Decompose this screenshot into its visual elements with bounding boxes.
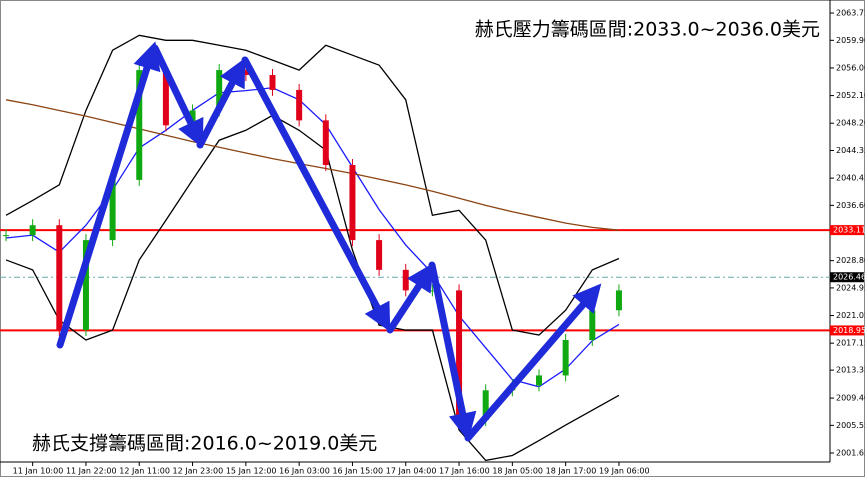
x-tick-label: 19 Jan 06:00 — [599, 467, 650, 476]
y-tick-label: 2040.45 — [836, 174, 865, 183]
y-tick-label: 2024.95 — [836, 283, 865, 292]
y-tick-label: 2005.55 — [836, 421, 865, 430]
candle — [269, 75, 276, 90]
y-tick-label: 2013.35 — [836, 366, 865, 375]
plot-area — [0, 34, 830, 462]
candle — [82, 240, 89, 331]
candle — [296, 89, 303, 121]
y-tick-label: 2036.60 — [836, 201, 865, 210]
arrow — [56, 41, 161, 349]
y-tick-label: 2044.35 — [836, 146, 865, 155]
arrow — [151, 44, 204, 149]
level-label-box — [830, 272, 864, 283]
arrow — [241, 56, 391, 332]
candle — [322, 120, 329, 166]
candle — [615, 290, 622, 311]
candle — [562, 339, 569, 376]
indicator-line — [5, 34, 620, 336]
y-tick-label: 2052.10 — [836, 91, 865, 100]
candle — [482, 390, 489, 421]
y-tick-label: 2048.20 — [836, 119, 865, 128]
x-tick-label: 15 Jan 12:00 — [226, 467, 277, 476]
x-tick-label: 11 Jan 22:00 — [66, 467, 117, 476]
x-tick-label: 18 Jan 05:00 — [492, 467, 543, 476]
x-tick-label: 11 Jan 10:00 — [13, 467, 64, 476]
x-tick-label: 16 Jan 15:00 — [332, 467, 383, 476]
candle — [216, 70, 223, 111]
candle — [136, 70, 143, 180]
y-tick-label: 2059.90 — [836, 36, 865, 45]
candle — [402, 269, 409, 291]
x-tick-label: 17 Jan 16:00 — [439, 467, 490, 476]
y-tick-label: 2063.75 — [836, 9, 865, 18]
y-tick-label: 2017.15 — [836, 339, 865, 348]
trend-arrows — [56, 41, 602, 442]
level-label-box — [830, 325, 864, 336]
level-label: 2018.95 — [833, 326, 865, 335]
level-label: 2026.46 — [833, 273, 865, 282]
x-tick-label: 16 Jan 03:00 — [279, 467, 330, 476]
candle — [29, 225, 36, 236]
indicator-line — [5, 114, 620, 462]
arrow — [428, 261, 477, 441]
x-tick-label: 17 Jan 04:00 — [386, 467, 437, 476]
y-tick-label: 2001.65 — [836, 449, 865, 458]
y-tick-label: 2009.40 — [836, 394, 865, 403]
x-tick-label: 18 Jan 17:00 — [546, 467, 597, 476]
y-tick-label: 2021.05 — [836, 311, 865, 320]
candle — [376, 240, 383, 270]
arrow — [386, 262, 435, 334]
arrow — [464, 283, 602, 442]
y-tick-label: 2028.80 — [836, 256, 865, 265]
support-annotation: 赫氏支撐籌碼區間:2016.0~2019.0美元 — [32, 433, 377, 455]
resistance-annotation: 赫氏壓力籌碼區間:2033.0~2036.0美元 — [475, 19, 820, 41]
arrow — [196, 58, 246, 149]
indicator-line — [5, 87, 620, 388]
candle — [456, 290, 463, 421]
x-tick-label: 12 Jan 11:00 — [119, 467, 170, 476]
indicator-line — [5, 99, 620, 231]
candle — [242, 70, 249, 76]
candle — [3, 235, 9, 237]
candle — [162, 70, 169, 126]
level-label-box — [830, 225, 864, 236]
candle — [109, 179, 116, 241]
y-tick-label: 2056.00 — [836, 63, 865, 72]
candle — [349, 165, 356, 241]
candle — [56, 225, 63, 331]
candle — [536, 375, 542, 386]
candle — [589, 310, 596, 340]
x-tick-label: 12 Jan 23:00 — [173, 467, 224, 476]
level-label: 2033.11 — [833, 226, 865, 235]
